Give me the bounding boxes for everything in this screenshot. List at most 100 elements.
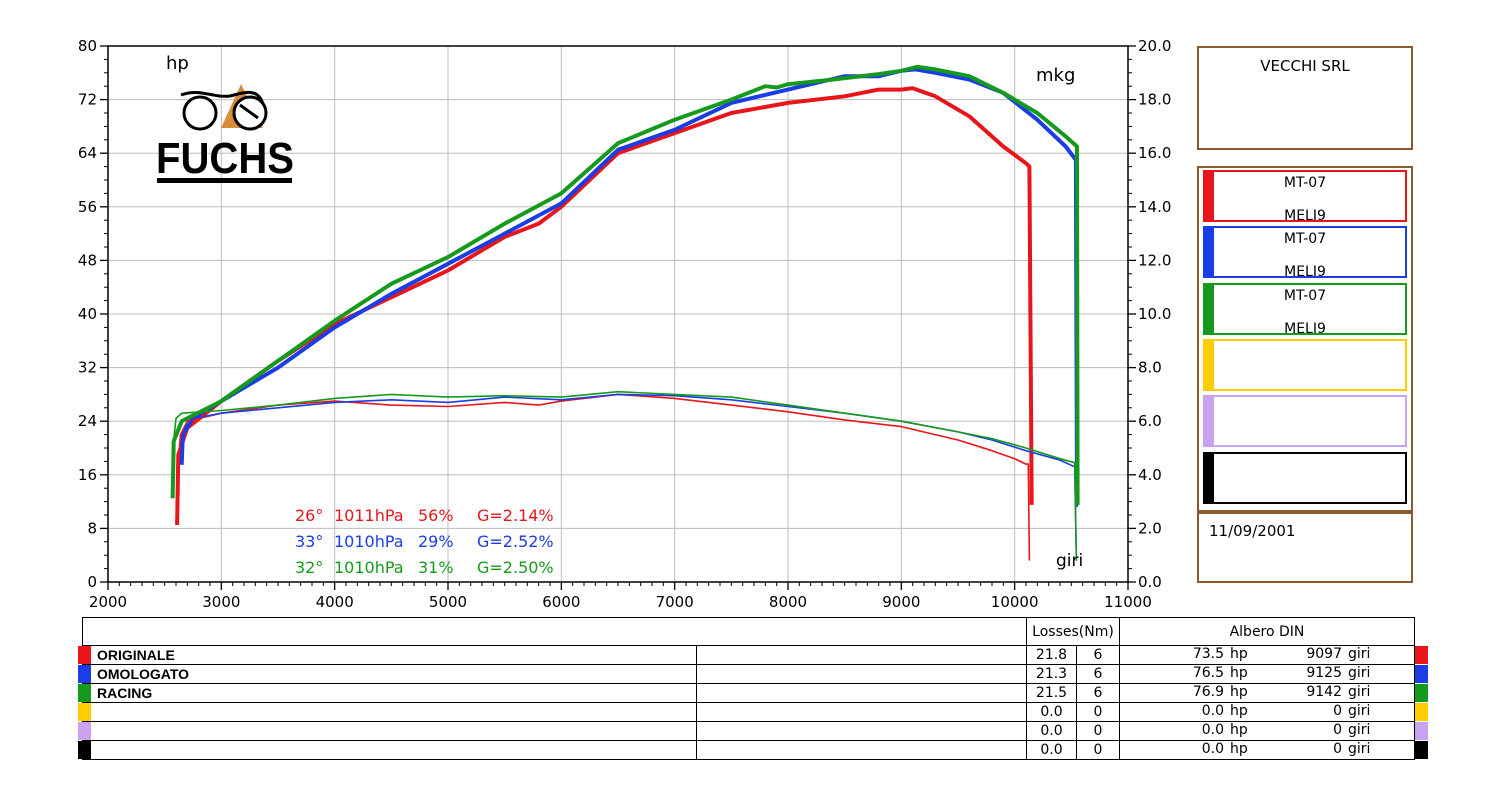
- run-power-unit: hp: [1230, 665, 1248, 681]
- y-right-tick-label: 16.0: [1138, 144, 1171, 162]
- y-right-label: mkg: [1036, 65, 1075, 86]
- run-name: OMOLOGATO: [78, 664, 697, 684]
- row-color-swatch-right: [1415, 703, 1428, 721]
- run-slot: MT-07 MELI9: [1203, 282, 1407, 337]
- torque-curve-omologato: [182, 393, 1078, 561]
- run-power-unit: hp: [1230, 722, 1248, 738]
- test-conditions: 26° 1011hPa 56% G=2.14% 33° 1010hPa 29% G=2.52%…: [295, 506, 554, 577]
- run-result: 73.5 hp 9097 giri: [1119, 645, 1428, 665]
- run-color-bar: [1205, 340, 1214, 389]
- y-right-tick-label: 4.0: [1138, 466, 1162, 484]
- run-color-bar: [1205, 172, 1214, 220]
- x-tick-label: 6000: [542, 593, 580, 611]
- row-color-swatch-right: [1415, 741, 1428, 759]
- run-sub: MELI9: [1284, 208, 1326, 224]
- run-loss: 21.5: [1026, 683, 1077, 703]
- y-right-tick-label: 20.0: [1138, 37, 1171, 55]
- run-notes: [696, 645, 1027, 665]
- run-loss: 21.8: [1026, 645, 1077, 665]
- y-left-tick-label: 8: [87, 519, 97, 537]
- run-rpm-unit: giri: [1348, 665, 1371, 681]
- y-left-tick-label: 80: [78, 37, 97, 55]
- torque-curve-racing: [172, 390, 1078, 561]
- x-tick-label: 10000: [991, 593, 1039, 611]
- albero-header: Albero DIN: [1119, 617, 1415, 646]
- results-table: Losses(Nm) Albero DIN ORIGINALE 21.8 6 73.5…: [78, 617, 1428, 760]
- condition-g: G=2.14%: [477, 506, 554, 525]
- run-sub: MELI9: [1284, 264, 1326, 281]
- run-power: 0.0: [1201, 741, 1224, 757]
- run-name: [78, 702, 697, 722]
- run-power: 0.0: [1201, 703, 1224, 719]
- y-right-tick-label: 10.0: [1138, 305, 1171, 323]
- run-loss: 21.3: [1026, 664, 1077, 684]
- row-color-swatch: [78, 722, 91, 740]
- x-tick-label: 9000: [882, 593, 920, 611]
- run-notes: [696, 664, 1027, 684]
- table-row: RACING 21.5 6 76.9 hp 9142 giri: [78, 683, 1428, 703]
- run-loss: 0.0: [1026, 702, 1077, 722]
- run-notes: [696, 740, 1027, 760]
- condition-temp: 26°: [295, 506, 323, 525]
- run-result: 76.9 hp 9142 giri: [1119, 683, 1428, 703]
- run-gear: 6: [1076, 645, 1120, 665]
- run-color-bar: [1205, 453, 1214, 502]
- condition-g: G=2.50%: [477, 558, 554, 577]
- run-gear: 0: [1076, 702, 1120, 722]
- run-model: MT-07: [1283, 287, 1327, 304]
- fuchs-logo: FUCHS: [156, 84, 294, 183]
- row-color-swatch: [78, 684, 91, 702]
- run-notes: [696, 702, 1027, 722]
- run-power-unit: hp: [1230, 703, 1248, 719]
- run-loss: 0.0: [1026, 740, 1077, 760]
- y-right-tick-label: 0.0: [1138, 573, 1162, 591]
- run-notes: [696, 683, 1027, 703]
- x-tick-label: 7000: [656, 593, 694, 611]
- table-row: ORIGINALE 21.8 6 73.5 hp 9097 giri: [78, 645, 1428, 665]
- test-date: 11/09/2001: [1209, 522, 1296, 540]
- logo-underline: [157, 178, 292, 183]
- condition-pressure: 1010hPa: [334, 558, 404, 577]
- row-color-swatch: [78, 646, 91, 664]
- y-left-tick-label: 72: [78, 91, 97, 109]
- run-rpm: 0: [1333, 703, 1342, 719]
- run-slot: MT-07 MELI9: [1203, 226, 1407, 281]
- logo-text: FUCHS: [156, 134, 294, 183]
- run-color-bar: [1205, 284, 1214, 333]
- run-power-unit: hp: [1230, 741, 1248, 757]
- run-rpm: 9142: [1306, 684, 1342, 700]
- condition-pressure: 1011hPa: [334, 506, 404, 525]
- run-rpm: 9097: [1306, 646, 1342, 662]
- run-gear: 6: [1076, 664, 1120, 684]
- run-rpm-unit: giri: [1348, 722, 1371, 738]
- run-rpm-unit: giri: [1348, 646, 1371, 662]
- run-power: 73.5: [1192, 646, 1224, 662]
- run-rpm: 9125: [1306, 665, 1342, 681]
- company-box: VECCHI SRL: [1197, 46, 1413, 150]
- run-power-unit: hp: [1230, 646, 1248, 662]
- run-name: [78, 740, 697, 760]
- condition-temp: 33°: [295, 532, 323, 551]
- x-tick-label: 3000: [202, 593, 240, 611]
- y-left-tick-label: 32: [78, 359, 97, 377]
- run-name: RACING: [78, 683, 697, 703]
- table-header-row: Losses(Nm) Albero DIN: [82, 617, 1415, 646]
- y-left-tick-label: 48: [78, 251, 97, 269]
- run-loss: 0.0: [1026, 721, 1077, 741]
- table-row: 0.0 0 0.0 hp 0 giri: [78, 721, 1428, 741]
- run-power: 0.0: [1201, 722, 1224, 738]
- x-tick-label: 2000: [89, 593, 127, 611]
- y-left-tick-label: 40: [78, 305, 97, 323]
- y-right-tick-label: 6.0: [1138, 412, 1162, 430]
- power-curve-racing: [170, 64, 1080, 505]
- table-row: 0.0 0 0.0 hp 0 giri: [78, 740, 1428, 760]
- run-rpm-unit: giri: [1348, 703, 1371, 719]
- date-box: 11/09/2001: [1197, 512, 1413, 583]
- logo-wheel-front: [182, 95, 218, 131]
- row-color-swatch-right: [1415, 646, 1428, 664]
- condition-g: G=2.52%: [477, 532, 554, 551]
- x-tick-label: 8000: [769, 593, 807, 611]
- condition-pressure: 1010hPa: [334, 532, 404, 551]
- run-rpm: 0: [1333, 741, 1342, 757]
